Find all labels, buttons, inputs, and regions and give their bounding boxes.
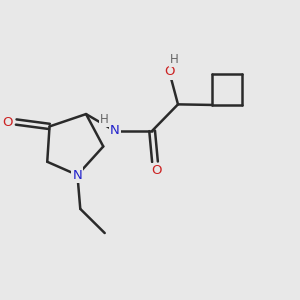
Text: O: O: [164, 65, 175, 79]
Text: N: N: [73, 169, 82, 182]
Text: H: H: [170, 53, 179, 66]
Text: H: H: [100, 113, 108, 126]
Text: O: O: [2, 116, 13, 128]
Text: O: O: [151, 164, 162, 177]
Text: N: N: [110, 124, 120, 137]
